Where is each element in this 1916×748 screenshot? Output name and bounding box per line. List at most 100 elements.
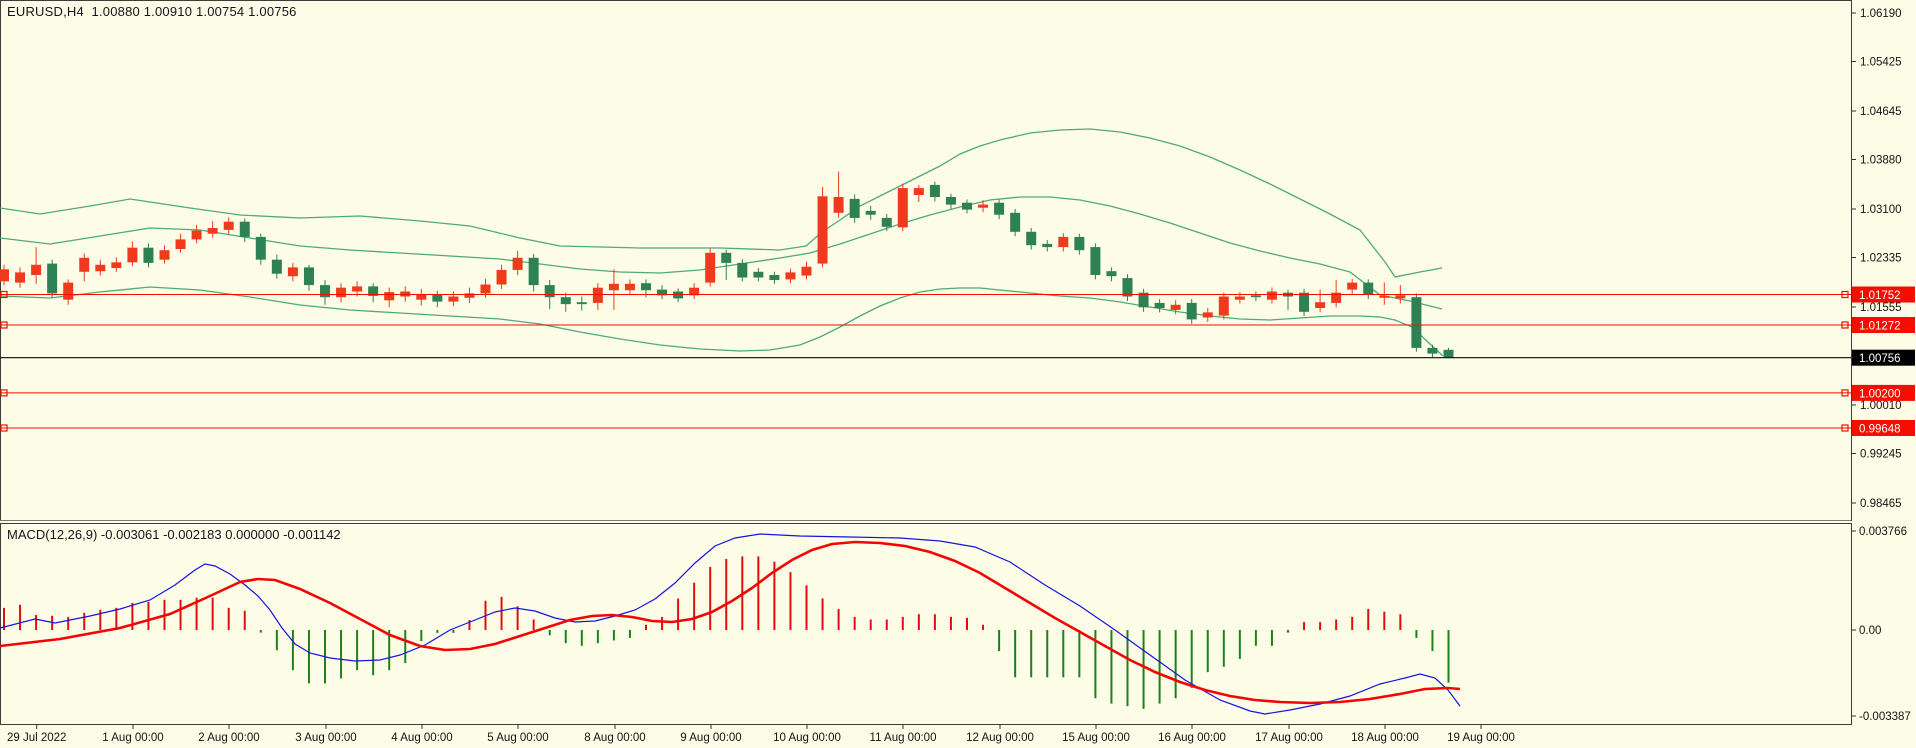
candle-body	[255, 236, 266, 260]
line-handle[interactable]	[1841, 290, 1849, 299]
date-tick-label[interactable]: 17 Aug 00:00	[1255, 732, 1323, 744]
candle-body	[721, 252, 732, 263]
candle-body	[881, 217, 892, 227]
candle-body	[320, 285, 330, 298]
date-tick-label[interactable]: 3 Aug 00:00	[295, 732, 356, 744]
candle-body	[1331, 292, 1342, 303]
date-tick-label[interactable]: 8 Aug 00:00	[584, 732, 645, 744]
candle-body	[464, 293, 475, 298]
date-tick-label[interactable]: 29 Jul 2022	[7, 732, 66, 744]
candle-body	[1090, 247, 1101, 275]
macd-main-line	[0, 533, 1461, 715]
candle-body	[929, 184, 940, 197]
candle-body	[1299, 292, 1310, 312]
candle-body	[368, 286, 379, 296]
bollinger-middle-band-line	[0, 196, 1443, 310]
candle-body	[1363, 282, 1374, 295]
candle-body	[207, 228, 218, 234]
price-tick-label: 1.03100	[1860, 204, 1902, 216]
price-tick-label: 0.98465	[1860, 498, 1902, 510]
candle-body	[528, 257, 539, 286]
candle-body	[608, 283, 619, 291]
macd-tick-label: 0.00	[1859, 625, 1881, 637]
symbol-ohlc-title: EURUSD,H4 1.00880 1.00910 1.00754 1.0075…	[7, 4, 297, 19]
candle-body	[1315, 302, 1326, 308]
line-handle[interactable]	[0, 321, 8, 329]
macd-signal-line	[0, 540, 1461, 705]
macd-tick-label: -0.003387	[1859, 711, 1911, 723]
candle-body	[689, 287, 700, 296]
candle-body	[1154, 302, 1165, 308]
candle-body	[175, 239, 186, 249]
candle-body	[560, 297, 571, 305]
line-handle[interactable]	[0, 424, 8, 432]
line-handle[interactable]	[1841, 424, 1849, 432]
price-marker-box[interactable]	[1852, 384, 1915, 401]
date-tick-label[interactable]: 11 Aug 00:00	[870, 732, 937, 744]
candle-body	[833, 197, 844, 213]
candle-body	[223, 221, 234, 230]
candle-body	[1347, 282, 1358, 290]
price-marker-box[interactable]	[1852, 420, 1915, 436]
date-tick-label[interactable]: 1 Aug 00:00	[102, 732, 163, 744]
candle-body	[624, 283, 635, 291]
candle-body	[1122, 278, 1133, 297]
candle-body	[1074, 236, 1085, 251]
price-tick-label: 1.05425	[1860, 57, 1902, 69]
candle-body	[1042, 243, 1053, 248]
candle-body	[79, 257, 90, 272]
date-tick-label[interactable]: 10 Aug 00:00	[773, 732, 841, 744]
line-handle[interactable]	[0, 389, 8, 397]
line-handle[interactable]	[1841, 389, 1849, 397]
candle-body	[865, 210, 876, 215]
candle-body	[352, 286, 363, 292]
date-tick-label[interactable]: 9 Aug 00:00	[680, 732, 741, 744]
line-handle[interactable]	[1841, 321, 1849, 329]
date-tick-label[interactable]: 19 Aug 00:00	[1447, 732, 1515, 744]
date-tick-label[interactable]: 15 Aug 00:00	[1062, 732, 1130, 744]
bollinger-lower-band-line	[0, 286, 1444, 357]
date-tick-label[interactable]: 2 Aug 00:00	[198, 732, 259, 744]
line-handle[interactable]	[0, 290, 8, 299]
price-marker-box[interactable]	[1852, 349, 1915, 366]
candle-body	[239, 221, 250, 237]
price-marker-box[interactable]	[1852, 317, 1915, 333]
candle-body	[657, 289, 668, 296]
candle-body	[432, 294, 443, 302]
candle-body	[95, 264, 106, 272]
candle-body	[384, 292, 395, 301]
candle-body	[480, 284, 491, 294]
candle-body	[143, 247, 154, 263]
date-tick-label[interactable]: 16 Aug 00:00	[1158, 732, 1226, 744]
candle-body	[1266, 291, 1277, 300]
candle-body	[287, 267, 298, 277]
candle-body	[127, 247, 138, 263]
candle-body	[1411, 297, 1422, 348]
candle-body	[1395, 295, 1406, 299]
candle-body	[544, 285, 555, 298]
candle-body	[769, 275, 780, 280]
price-tick-label: 1.03880	[1860, 155, 1902, 167]
candle-body	[737, 262, 748, 278]
date-tick-label[interactable]: 12 Aug 00:00	[966, 732, 1034, 744]
price-marker-box[interactable]	[1852, 286, 1915, 303]
candle-body	[416, 294, 427, 300]
candle-body	[1106, 271, 1117, 277]
date-tick-label[interactable]: 18 Aug 00:00	[1351, 732, 1419, 744]
date-tick-label[interactable]: 5 Aug 00:00	[487, 732, 548, 744]
candle-body	[945, 197, 956, 205]
price-marker-value: 1.01272	[1859, 321, 1901, 333]
price-marker-value: 1.01752	[1859, 290, 1901, 302]
candle-body	[1170, 304, 1181, 310]
price-tick-label: 0.99245	[1860, 449, 1902, 461]
candle-body	[785, 272, 796, 280]
date-tick-label[interactable]: 4 Aug 00:00	[391, 732, 452, 744]
candle-body	[994, 202, 1005, 215]
candle-body	[576, 302, 587, 305]
candle-body	[303, 267, 314, 286]
candle-body	[1138, 292, 1149, 308]
candle-body	[512, 257, 523, 270]
candle-body	[1250, 295, 1261, 298]
